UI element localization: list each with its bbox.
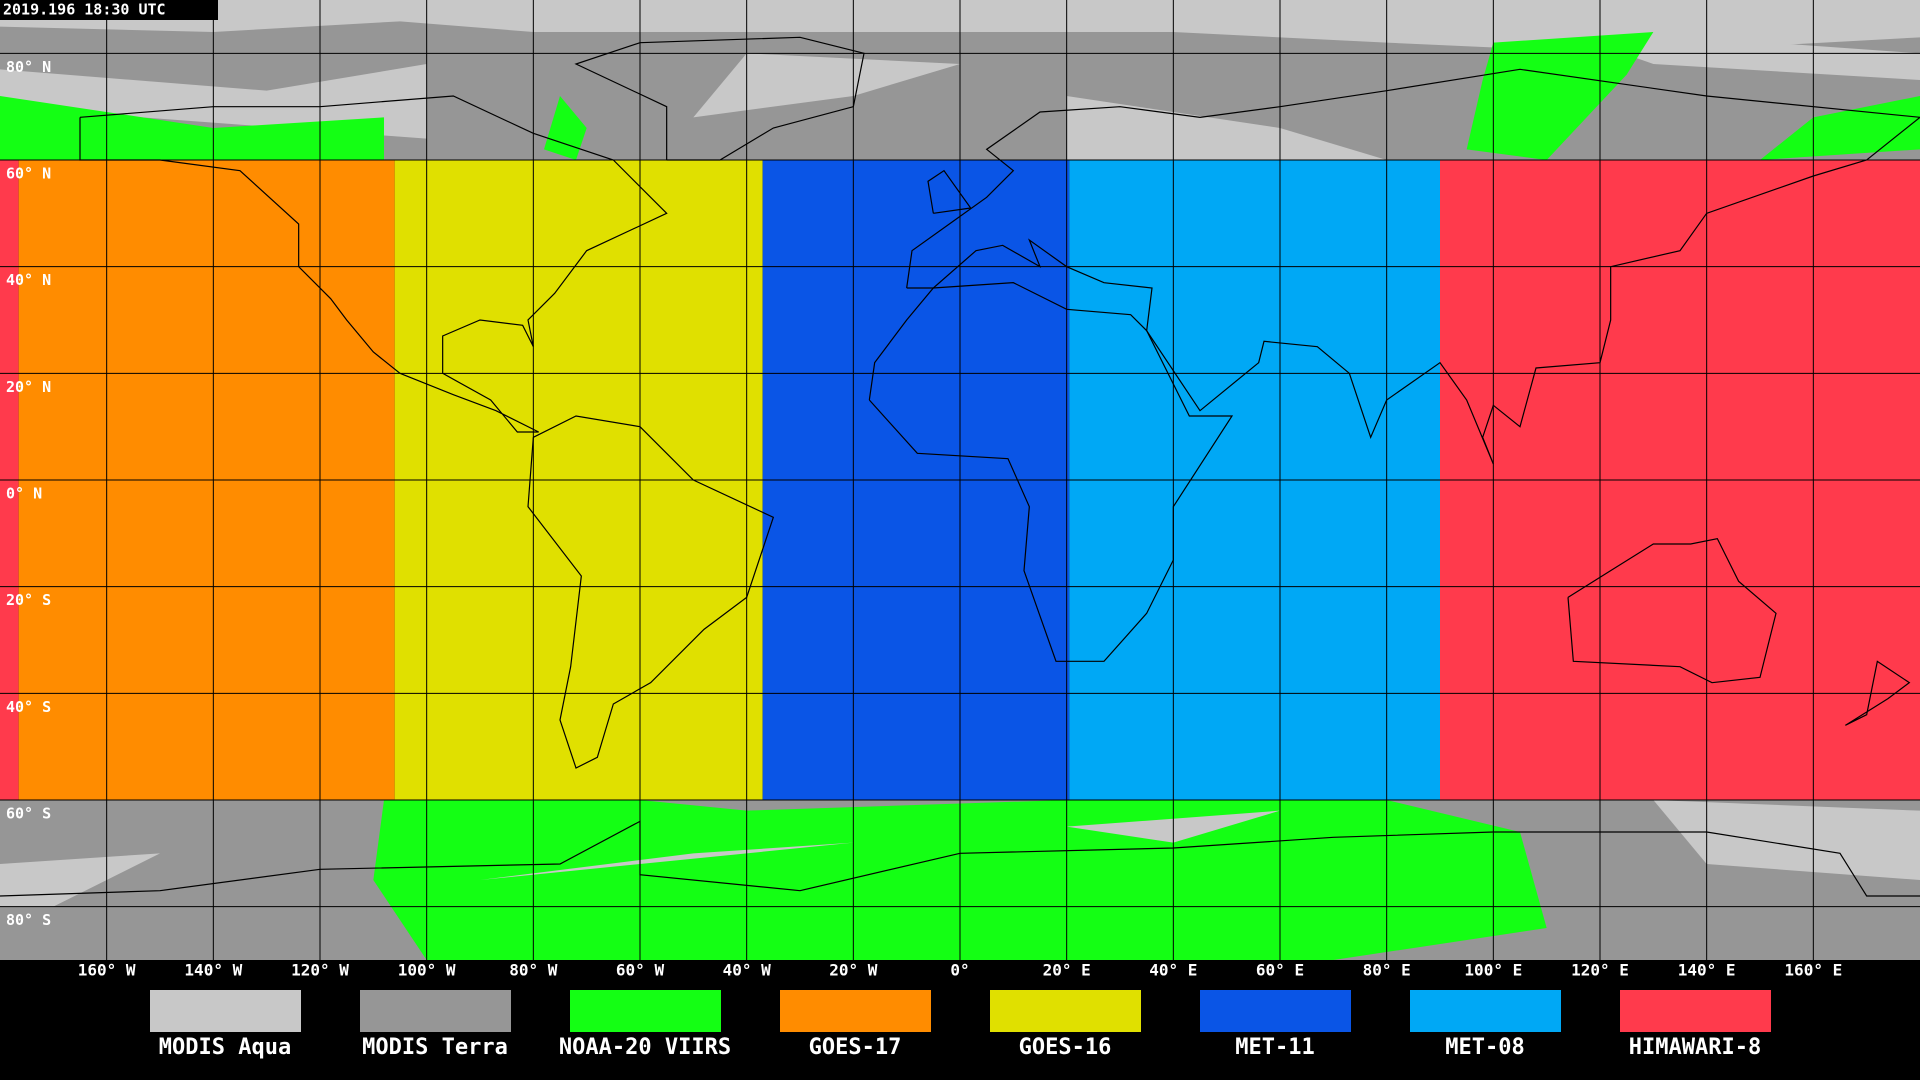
label-layer: 80° N 60° N 40° N 20° N 0° N 20° S 40° S 60° S 8… [6,58,1842,1060]
legend-label: MET-08 [1445,1035,1524,1060]
longitude-label: 100° W [398,961,456,980]
legend-swatch [990,990,1141,1032]
coastline [1845,660,1911,726]
coverage-area [0,96,384,160]
coverage-area [1466,32,1654,160]
longitude-label: 20° W [829,961,878,980]
legend-swatch [1200,990,1351,1032]
longitude-label: 0° [950,961,969,980]
longitude-label: 80° E [1363,961,1411,980]
longitude-label: 80° W [509,961,558,980]
longitude-label: 140° E [1678,961,1736,980]
longitude-label: 100° E [1464,961,1522,980]
legend-label: GOES-17 [809,1035,902,1060]
longitude-label: 160° W [78,961,136,980]
latitude-label: 80° N [6,58,51,76]
legend-swatch [1620,990,1771,1032]
graticule [0,52,1920,908]
coverage-area [0,853,160,907]
legend-swatch [570,990,721,1032]
legend-label: MET-11 [1235,1035,1314,1060]
latitude-label: 40° N [6,271,51,289]
coastline [1567,537,1777,684]
longitude-label: 140° W [184,961,242,980]
latitude-label: 40° S [6,698,51,716]
longitude-label: 60° W [616,961,665,980]
coastline [906,68,1920,465]
latitude-label: 20° S [6,591,51,609]
coverage-area [1066,96,1387,160]
legend-swatch [780,990,931,1032]
coastline [79,95,668,433]
latitude-label: 0° N [6,485,42,503]
longitude-label: 20° E [1043,961,1091,980]
longitude-label: 160° E [1784,961,1842,980]
coastline [868,282,1234,662]
longitude-label: 40° W [723,961,772,980]
legend-swatch [1410,990,1561,1032]
legend-label: GOES-16 [1019,1035,1112,1060]
coverage-area [693,53,960,118]
legend-swatch [150,990,301,1032]
latitude-label: 20° N [6,378,51,396]
coverage-area [480,842,854,880]
coastline [927,169,972,214]
legend-label: MODIS Aqua [159,1035,291,1060]
longitude-label: 120° E [1571,961,1629,980]
timestamp-box [0,0,218,20]
latitude-label: 60° S [6,805,51,823]
latitude-label: 80° S [6,911,51,929]
timestamp: 2019.196 18:30 UTC [3,1,166,19]
longitude-label: 40° E [1149,961,1197,980]
legend-label: NOAA-20 VIIRS [559,1035,731,1060]
legend-swatch [360,990,511,1032]
latitude-label: 60° N [6,165,51,183]
coverage-area [1760,96,1920,160]
legend-label: MODIS Terra [362,1035,508,1060]
longitude-label: 120° W [291,961,349,980]
coverage-area [544,96,587,160]
coverage-area [1653,800,1920,880]
legend-label: HIMAWARI-8 [1629,1035,1761,1060]
longitude-label: 60° E [1256,961,1304,980]
